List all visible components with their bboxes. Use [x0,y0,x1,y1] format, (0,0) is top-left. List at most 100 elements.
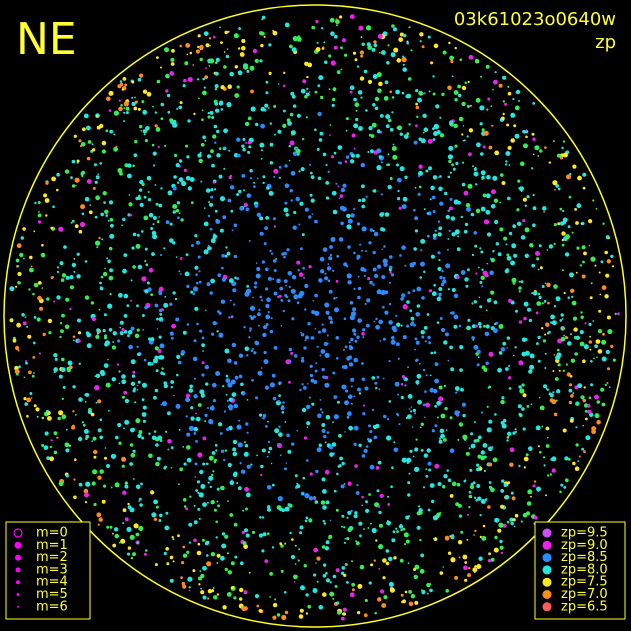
star [396,163,399,167]
star [128,344,133,350]
star [500,551,504,555]
star [143,215,149,221]
star [506,439,509,442]
star [323,41,326,44]
star [167,439,172,444]
star [399,558,404,563]
star [50,276,54,280]
star [480,206,486,212]
star [599,293,602,296]
star [70,176,73,180]
star [407,77,412,81]
star [361,249,363,252]
star [311,402,315,406]
star [200,590,205,595]
star [492,250,495,253]
star [15,345,20,351]
star [383,96,389,101]
star [184,271,190,277]
star [407,481,411,485]
star [227,382,233,388]
star [307,62,313,68]
star [527,489,533,495]
star [282,84,286,88]
star [539,450,542,454]
star [218,147,222,150]
star [220,299,226,304]
star [339,194,344,198]
star [134,401,137,404]
star [595,339,601,344]
star [69,285,74,290]
star [291,94,296,99]
star [507,431,512,436]
star [340,484,345,489]
star [553,223,557,227]
star [446,248,449,251]
star [155,202,159,206]
star [279,454,282,457]
star [50,439,53,442]
star [94,215,98,219]
star [493,198,499,203]
star [215,520,218,524]
star [317,84,321,88]
star [231,229,234,232]
star [485,64,490,69]
star [158,216,161,218]
star [32,356,36,359]
star [190,406,194,410]
star [483,324,486,328]
star [258,413,263,417]
star [43,445,49,450]
star [328,88,331,91]
star [346,356,351,361]
star [296,484,301,489]
star [518,360,524,366]
star [563,486,567,489]
star [422,403,426,407]
star [201,361,205,365]
star [329,124,332,126]
star [222,215,227,220]
star [294,474,298,478]
star [150,293,154,296]
star [254,594,260,599]
star [122,395,125,399]
star [518,385,522,389]
star [290,91,295,96]
star [316,447,322,453]
star [108,409,110,412]
star [246,354,249,357]
star [460,530,464,534]
star [325,181,330,185]
star [176,181,180,184]
star [337,145,343,150]
star [316,580,319,583]
star [211,116,215,119]
star [104,447,107,449]
star [409,449,413,453]
star [117,339,121,343]
star [165,89,169,93]
star [185,393,191,398]
star [265,425,268,428]
star [303,564,307,568]
star [91,481,96,486]
star [546,249,548,251]
star [201,538,205,542]
star [163,302,169,308]
star [495,242,499,246]
star [438,259,441,262]
star [152,151,157,156]
star [363,528,365,530]
star [560,336,566,342]
star [284,610,289,615]
star [426,313,430,316]
star [269,161,274,165]
star [365,508,370,513]
star [396,322,401,327]
star [361,332,365,336]
star [236,193,240,196]
star [187,576,193,582]
